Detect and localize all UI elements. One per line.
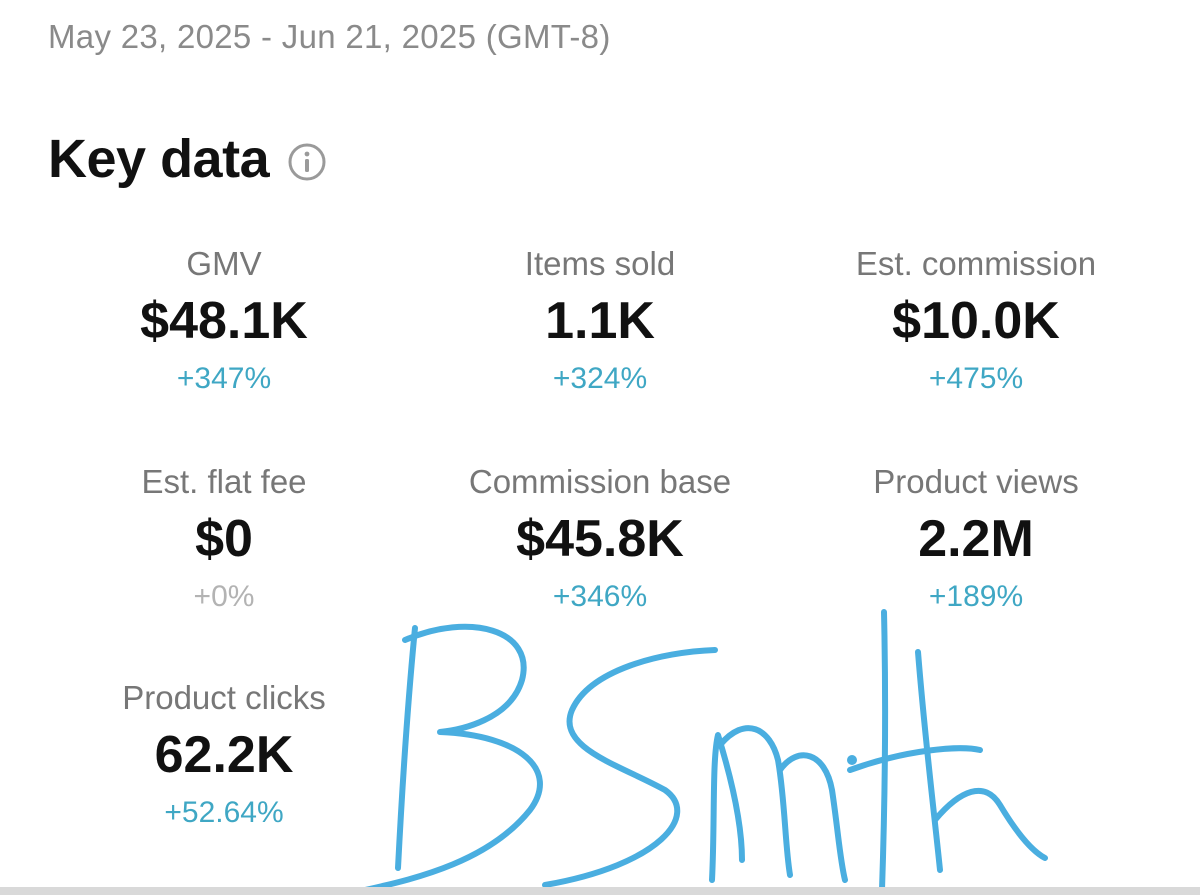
metric-est-commission[interactable]: Est. commission $10.0K +475%: [786, 244, 1166, 398]
metric-est-flat-fee[interactable]: Est. flat fee $0 +0%: [34, 462, 414, 616]
metric-product-clicks[interactable]: Product clicks 62.2K +52.64%: [34, 678, 414, 832]
date-range[interactable]: May 23, 2025 - Jun 21, 2025 (GMT-8): [48, 18, 611, 55]
metric-change: +475%: [928, 362, 1024, 395]
metric-change: +346%: [552, 580, 648, 613]
metric-label: Commission base: [468, 463, 732, 500]
metric-value: 62.2K: [154, 726, 294, 784]
key-data-header: Key data: [48, 124, 327, 194]
metric-gmv[interactable]: GMV $48.1K +347%: [34, 244, 414, 398]
metric-label: Product clicks: [122, 679, 326, 716]
metric-value: $48.1K: [140, 292, 308, 350]
metric-commission-base[interactable]: Commission base $45.8K +346%: [410, 462, 790, 616]
metric-product-views[interactable]: Product views 2.2M +189%: [786, 462, 1166, 616]
info-circle-icon[interactable]: [287, 142, 327, 182]
metric-label: Est. flat fee: [141, 463, 307, 500]
metric-change: +0%: [193, 580, 255, 613]
metric-change: +189%: [928, 580, 1024, 613]
metric-items-sold[interactable]: Items sold 1.1K +324%: [410, 244, 790, 398]
metric-value: 2.2M: [918, 510, 1034, 568]
bottom-divider: [0, 887, 1200, 895]
section-title: Key data: [48, 129, 270, 189]
metric-change: +347%: [176, 362, 272, 395]
metric-value: 1.1K: [545, 292, 655, 350]
metric-change: +52.64%: [164, 796, 284, 829]
metric-label: Est. commission: [855, 245, 1097, 282]
metric-change: +324%: [552, 362, 648, 395]
metric-value: $45.8K: [516, 510, 684, 568]
metric-value: $10.0K: [892, 292, 1060, 350]
metric-value: $0: [195, 510, 253, 568]
metric-label: Product views: [873, 463, 1079, 500]
metric-label: Items sold: [524, 245, 676, 282]
metric-label: GMV: [186, 245, 262, 282]
